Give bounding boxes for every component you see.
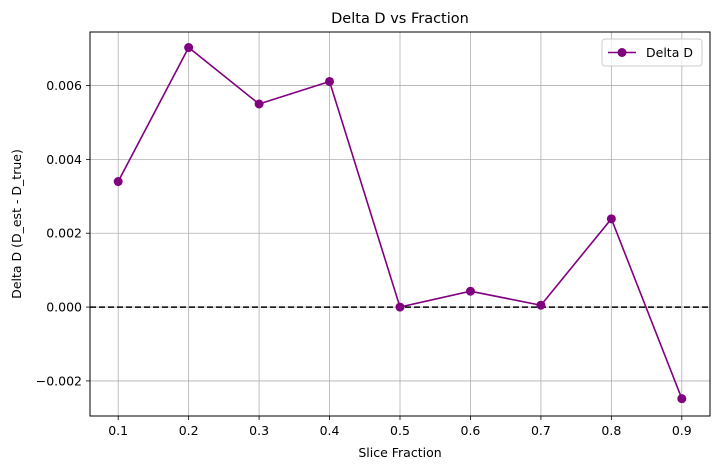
x-axis-label: Slice Fraction	[358, 445, 441, 460]
legend: Delta D	[601, 38, 703, 67]
x-tick-label: 0.1	[108, 423, 128, 438]
data-point	[465, 286, 475, 296]
series-layer	[113, 43, 687, 404]
data-point	[536, 300, 546, 310]
y-tick-label: 0.006	[46, 78, 82, 93]
y-tick-label: −0.002	[36, 373, 82, 388]
y-axis-label: Delta D (D_est - D_true)	[9, 149, 24, 299]
legend-label: Delta D	[646, 45, 693, 60]
y-tick-label: 0.004	[46, 152, 82, 167]
x-tick-label: 0.7	[531, 423, 551, 438]
x-tick-label: 0.6	[461, 423, 481, 438]
legend-box	[601, 38, 703, 67]
legend-marker	[617, 48, 627, 57]
grid-lines	[90, 32, 710, 416]
data-point	[395, 302, 405, 312]
x-tick-label: 0.8	[601, 423, 621, 438]
y-axis-ticks: −0.002 0.000 0.002 0.004 0.006	[36, 78, 90, 388]
x-tick-label: 0.5	[390, 423, 410, 438]
x-tick-label: 0.3	[249, 423, 269, 438]
data-point	[254, 99, 264, 109]
x-tick-label: 0.2	[179, 423, 199, 438]
data-point	[606, 214, 616, 224]
data-point	[325, 76, 335, 86]
x-tick-label: 0.9	[672, 423, 692, 438]
chart-title: Delta D vs Fraction	[331, 11, 469, 27]
y-tick-label: 0.002	[46, 226, 82, 241]
data-point	[677, 394, 687, 404]
x-tick-label: 0.4	[320, 423, 340, 438]
x-axis-ticks: 0.1 0.2 0.3 0.4 0.5 0.6 0.7 0.8 0.9	[108, 416, 692, 438]
y-tick-label: 0.000	[46, 300, 82, 315]
data-point	[184, 43, 194, 53]
data-point	[113, 177, 123, 187]
